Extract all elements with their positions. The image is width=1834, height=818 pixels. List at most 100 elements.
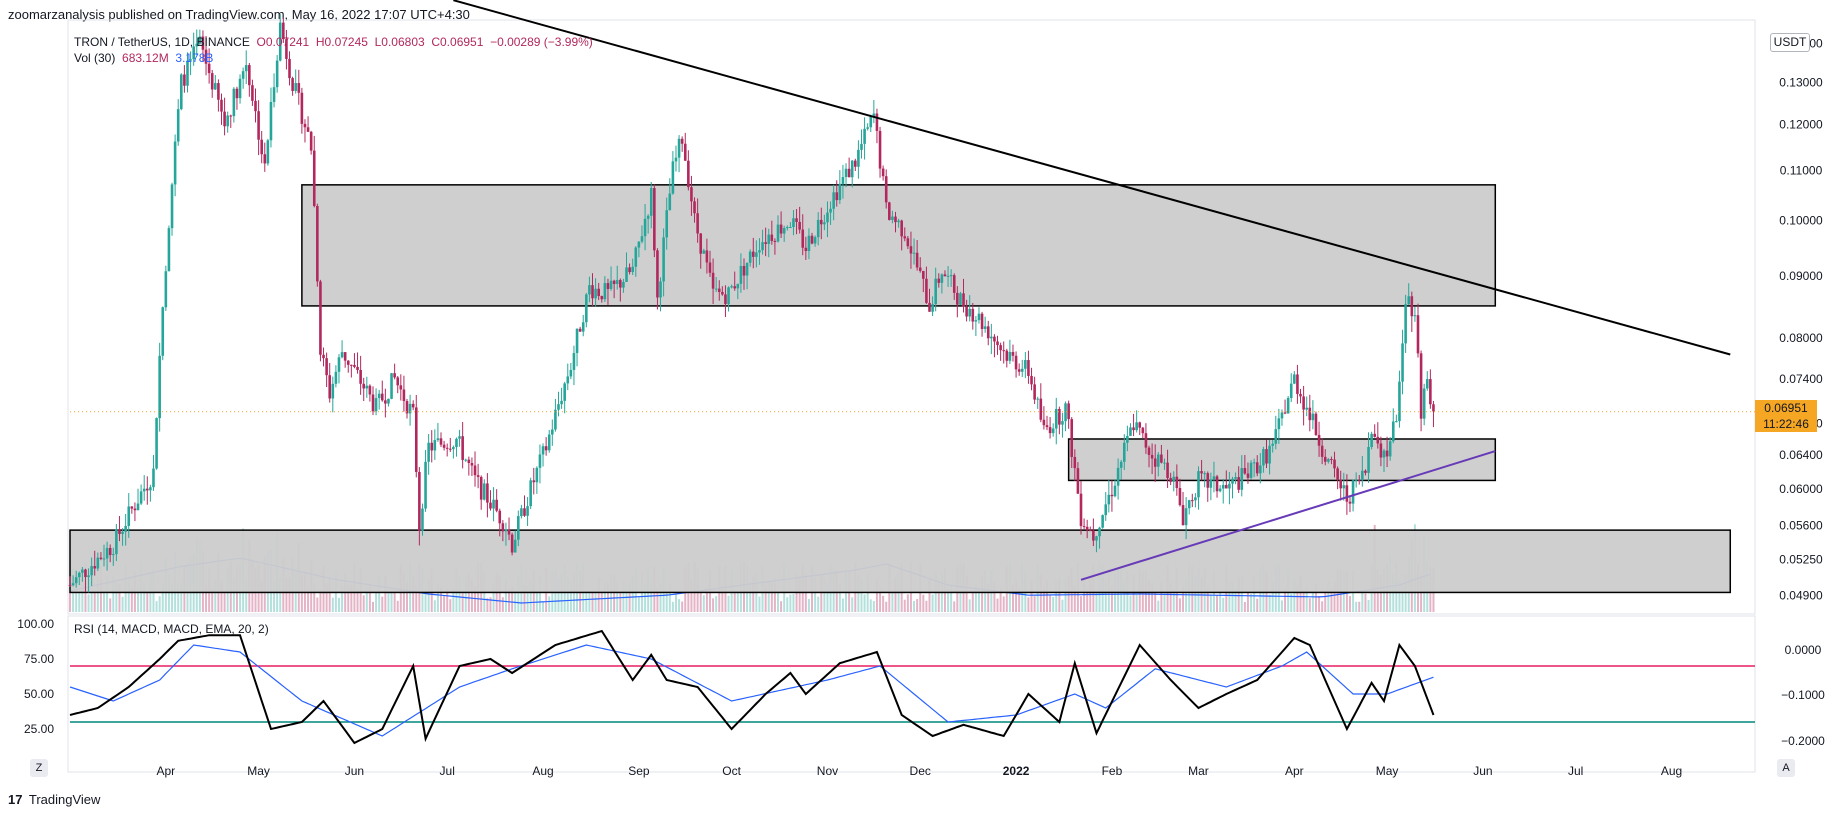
volume-bar [427,579,430,612]
candle-body [742,265,746,276]
candle-body [1268,445,1271,464]
volume-bar [678,599,681,612]
candle-body [1150,454,1154,459]
volume-bar [863,594,866,612]
volume-bar [127,576,130,612]
candle-body [390,373,393,399]
candle-body [1045,425,1049,428]
candle-body [631,266,634,273]
candle-body [622,281,625,288]
volume-bar [1209,595,1212,612]
symbol-name[interactable]: TRON / TetherUS, 1D, BINANCE [74,35,250,49]
candle-body [1051,428,1055,434]
candle-body [306,127,310,132]
volume-bar [69,592,71,612]
volume-bar [715,596,718,612]
volume-bar [390,592,393,612]
candle-body [789,226,792,228]
candle-body [87,575,90,578]
candle-body [331,383,335,399]
candle-body [606,283,610,289]
volume-bar [542,601,545,612]
volume-bar [1002,596,1005,612]
zone-2[interactable] [1067,438,1497,482]
zone-1[interactable] [301,184,1497,307]
volume-bar [1182,587,1185,612]
time-tick-label: May [247,764,270,778]
candle-body [962,293,965,307]
tradingview-logo-icon[interactable]: 17 [8,792,23,807]
zoom-reset-button[interactable]: Z [30,759,48,777]
trendline-descending[interactable] [453,0,1731,356]
volume-bar [591,592,594,612]
volume-bar [508,590,511,612]
candle-body [1039,398,1043,420]
volume-label[interactable]: Vol (30) [74,51,116,65]
candle-body [173,141,177,185]
candle-body [340,352,344,358]
candle-body [99,557,103,559]
volume-bar [1330,589,1333,612]
candle-body [424,461,427,509]
volume-bar [1234,589,1237,612]
candle-body [337,357,341,372]
volume-bar [721,585,724,612]
candle-body [492,499,495,509]
footer-brand[interactable]: TradingView [28,792,101,807]
candle-body [192,46,195,60]
candle-body [294,83,297,91]
volume-bar [625,585,628,612]
rsi-legend[interactable]: RSI (14, MACD, MACD, EMA, 20, 2) [74,622,269,636]
zone-3[interactable] [69,529,1732,594]
candle-body [204,49,208,64]
candle-body [427,442,430,462]
candle-body [804,247,808,252]
currency-badge[interactable]: USDT [1770,33,1810,52]
auto-scale-button[interactable]: A [1777,759,1795,777]
volume-bar [1042,586,1045,612]
volume-bar [622,581,625,612]
candle-body [1317,434,1321,446]
time-tick-label: 2022 [1003,764,1030,778]
volume-bar [313,584,316,612]
candle-body [884,176,888,203]
trendline-ascending[interactable] [1080,450,1496,581]
volume-bar [1355,601,1358,612]
volume-bar [826,582,829,612]
candle-body [727,287,730,305]
candle-body [445,447,449,449]
candle-body [408,403,412,414]
volume-bar [464,576,467,612]
volume-bar [1250,594,1253,612]
candle-body [155,418,158,469]
candle-body [507,529,511,535]
candle-body [1361,470,1364,481]
volume-bar [1086,589,1089,612]
candle-body [915,252,919,268]
candle-body [517,516,520,540]
candle-body [448,448,452,450]
candle-body [207,63,211,74]
volume-bar [90,590,93,612]
volume-bar [588,590,591,612]
candle-body [665,210,669,238]
volume-bar [668,583,671,612]
candle-body [1122,442,1126,462]
volume-bar [857,575,860,612]
candle-body [1422,388,1426,419]
volume-bar [894,577,897,612]
candle-body [922,270,925,279]
candle-body [1054,408,1058,429]
candle-body [356,366,359,370]
candle-body [1388,441,1392,457]
candle-body [588,285,591,295]
volume-bar [1073,585,1076,612]
candle-body [520,508,523,517]
volume-bar [1151,582,1154,612]
volume-bar [449,599,452,612]
candle-body [482,483,486,500]
candle-body [384,400,387,404]
rsi-pane-frame [67,615,1756,773]
candle-body [860,143,863,150]
